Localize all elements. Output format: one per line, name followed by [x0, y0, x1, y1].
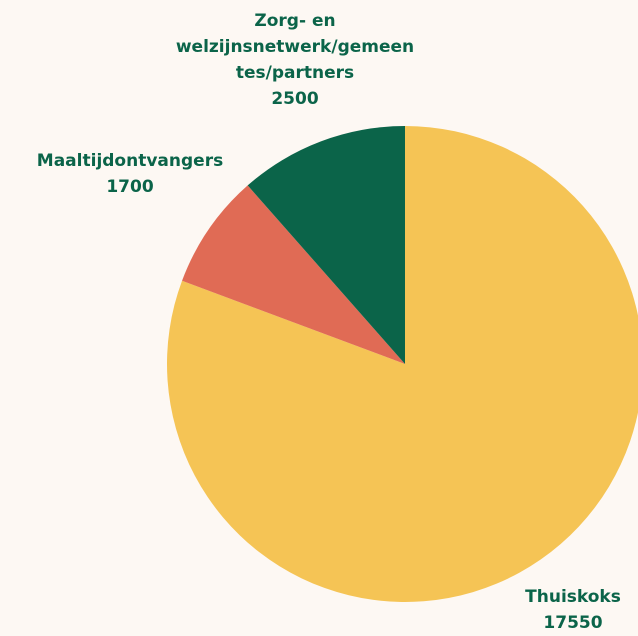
- label-name: Maaltijdontvangers: [36, 151, 224, 171]
- pie-slice: [247, 126, 405, 364]
- slice-label: Thuiskoks 17550: [498, 584, 638, 636]
- label-value: 2500: [271, 89, 319, 109]
- label-value: 17550: [543, 613, 603, 633]
- slice-label: Maaltijdontvangers 1700: [5, 148, 255, 200]
- label-name: Zorg- en welzijnsnetwerk/gemeentes/partn…: [175, 11, 415, 83]
- label-value: 1700: [106, 177, 154, 197]
- pie-slice: [167, 126, 638, 602]
- pie-slice: [182, 185, 405, 364]
- slice-label: Zorg- en welzijnsnetwerk/gemeentes/partn…: [175, 8, 415, 112]
- label-name: Thuiskoks: [525, 587, 621, 607]
